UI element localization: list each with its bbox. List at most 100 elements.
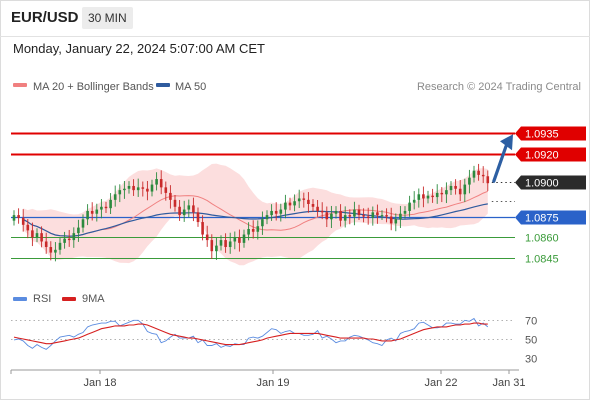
candle-body — [417, 194, 421, 200]
candle-body — [12, 215, 16, 221]
candle — [376, 204, 379, 224]
candle — [224, 233, 227, 253]
candle — [215, 237, 218, 260]
rsi-panel: 30 50 70 — [11, 316, 537, 366]
candle-body — [201, 222, 204, 235]
candle-body — [472, 170, 476, 178]
price-level-labels: 1.0935 1.0920 1.0900 1.0875 1.0860 1.0845 — [515, 126, 586, 266]
candle — [445, 182, 448, 204]
candle-body — [366, 216, 370, 218]
candle-body — [270, 210, 273, 216]
candle — [109, 193, 112, 215]
candle — [95, 203, 99, 222]
candle-body — [95, 209, 99, 214]
candle-body — [454, 185, 457, 189]
ma50-line — [22, 203, 488, 237]
candle — [472, 165, 476, 183]
timeframe-button[interactable]: 30 MIN — [82, 7, 133, 29]
candle — [486, 170, 490, 191]
candle-body — [242, 234, 246, 243]
candle-body — [31, 230, 34, 238]
candle — [334, 206, 338, 219]
forecast-arrow-head — [500, 134, 513, 151]
candle-body — [316, 206, 319, 211]
candle — [196, 207, 200, 227]
level-label-1.0860: 1.0860 — [525, 233, 559, 245]
rsi-legend-swatch — [13, 297, 27, 301]
candle-body — [320, 210, 324, 213]
candle — [247, 222, 250, 241]
candle — [242, 229, 246, 248]
candle-body — [187, 205, 191, 210]
candle-body — [132, 185, 135, 191]
candle-body — [123, 188, 126, 191]
candle-body — [256, 226, 260, 232]
candle — [251, 220, 255, 239]
candle-body — [173, 199, 177, 207]
candle-body — [408, 202, 411, 211]
candle-body — [58, 242, 62, 250]
candle — [127, 181, 131, 194]
candle-body — [440, 192, 444, 195]
candle-body — [311, 204, 315, 207]
candle — [113, 185, 117, 207]
candle — [274, 202, 278, 221]
candle-body — [380, 215, 384, 217]
candle — [210, 234, 214, 259]
candle-body — [35, 233, 39, 238]
candle — [477, 163, 480, 181]
candle — [86, 204, 89, 226]
candle — [279, 203, 283, 222]
candle — [159, 170, 163, 195]
candle — [164, 181, 168, 201]
candle-body — [72, 233, 76, 241]
candle-body — [486, 176, 490, 184]
candle-body — [389, 216, 393, 224]
candle-body — [293, 201, 296, 206]
candle — [458, 180, 462, 202]
candle — [339, 204, 342, 227]
candle — [155, 172, 158, 191]
candle-body — [376, 212, 379, 216]
candle-body — [412, 199, 416, 203]
candle-body — [288, 202, 292, 206]
candle-body — [238, 237, 241, 243]
candle-body — [431, 195, 434, 198]
candle — [233, 231, 237, 250]
candle-body — [362, 215, 365, 217]
candle — [67, 229, 71, 247]
candle — [141, 181, 145, 197]
candle-body — [141, 187, 145, 189]
candle — [362, 208, 365, 223]
candle-body — [136, 187, 140, 191]
candle — [12, 210, 16, 226]
time-tick-label: Jan 19 — [256, 377, 289, 389]
candle-body — [215, 245, 218, 252]
candle — [169, 185, 172, 209]
time-axis: Jan 18 Jan 19 Jan 22 Jan 31 — [10, 370, 526, 389]
candle — [481, 166, 485, 184]
candle — [26, 218, 30, 239]
candle-body — [219, 240, 223, 246]
candle-body — [182, 209, 186, 216]
chart-datetime: Monday, January 22, 2024 5:07:00 AM CET — [13, 41, 265, 56]
candle-body — [63, 238, 66, 243]
candle-body — [422, 194, 425, 199]
candle-body — [205, 234, 209, 241]
candle — [182, 200, 186, 222]
rsi-tick-label: 30 — [525, 354, 537, 366]
candle — [205, 225, 209, 247]
candle-body — [353, 209, 356, 217]
candle-body — [307, 199, 310, 205]
candle-body — [279, 209, 283, 214]
candle — [146, 180, 149, 201]
candle — [316, 199, 319, 217]
level-tag-1.0920 — [515, 147, 586, 162]
copyright-label: Research © 2024 Trading Central — [417, 81, 581, 93]
time-tick-label: Jan 18 — [83, 377, 116, 389]
candle-body — [150, 184, 154, 192]
candle-body — [468, 177, 471, 185]
candle — [302, 192, 306, 208]
